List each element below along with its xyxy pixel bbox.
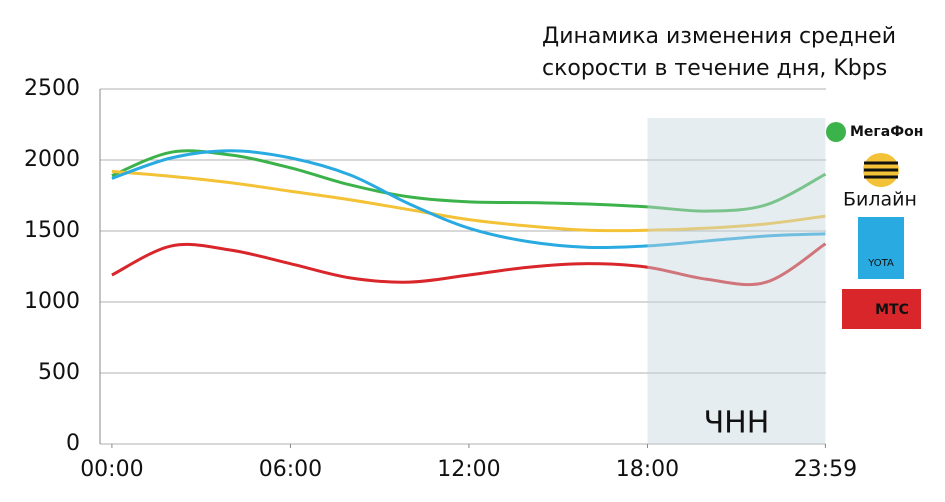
legend-item: МегаФон bbox=[826, 122, 923, 142]
series-line bbox=[111, 149, 827, 213]
series-line bbox=[111, 242, 827, 287]
legend-item: МТС bbox=[842, 289, 921, 329]
x-tick-label: 23:59 bbox=[794, 457, 857, 482]
y-tick-label: 1000 bbox=[24, 289, 80, 314]
logo-icon bbox=[858, 217, 904, 279]
y-tick-label: 500 bbox=[38, 360, 80, 385]
logo-icon bbox=[842, 289, 921, 329]
series-line bbox=[111, 169, 826, 233]
chart-title: Динамика изменения средней bbox=[542, 24, 896, 49]
legend-label: МТС bbox=[875, 302, 909, 318]
chart-title: скорости в течение дня, Kbps bbox=[542, 56, 887, 81]
highlight-label: ЧНН bbox=[704, 406, 770, 441]
x-tick-label: 18:00 bbox=[616, 457, 679, 482]
legend-item: YOTA bbox=[858, 217, 904, 279]
y-tick-label: 2000 bbox=[24, 147, 80, 172]
series-line bbox=[111, 149, 826, 250]
legend-label: YOTA bbox=[867, 258, 894, 269]
y-tick-label: 1500 bbox=[24, 218, 80, 243]
y-tick-label: 0 bbox=[66, 431, 80, 456]
x-tick-label: 00:00 bbox=[80, 457, 143, 482]
legend-item: Билайн bbox=[843, 153, 917, 211]
legend-label: МегаФон bbox=[850, 124, 923, 140]
legend-label: Билайн bbox=[843, 189, 917, 211]
x-tick-label: 06:00 bbox=[259, 457, 322, 482]
logo-icon bbox=[826, 122, 846, 142]
highlight-region bbox=[647, 118, 826, 444]
x-tick-label: 12:00 bbox=[437, 457, 500, 482]
y-tick-label: 2500 bbox=[24, 76, 80, 101]
